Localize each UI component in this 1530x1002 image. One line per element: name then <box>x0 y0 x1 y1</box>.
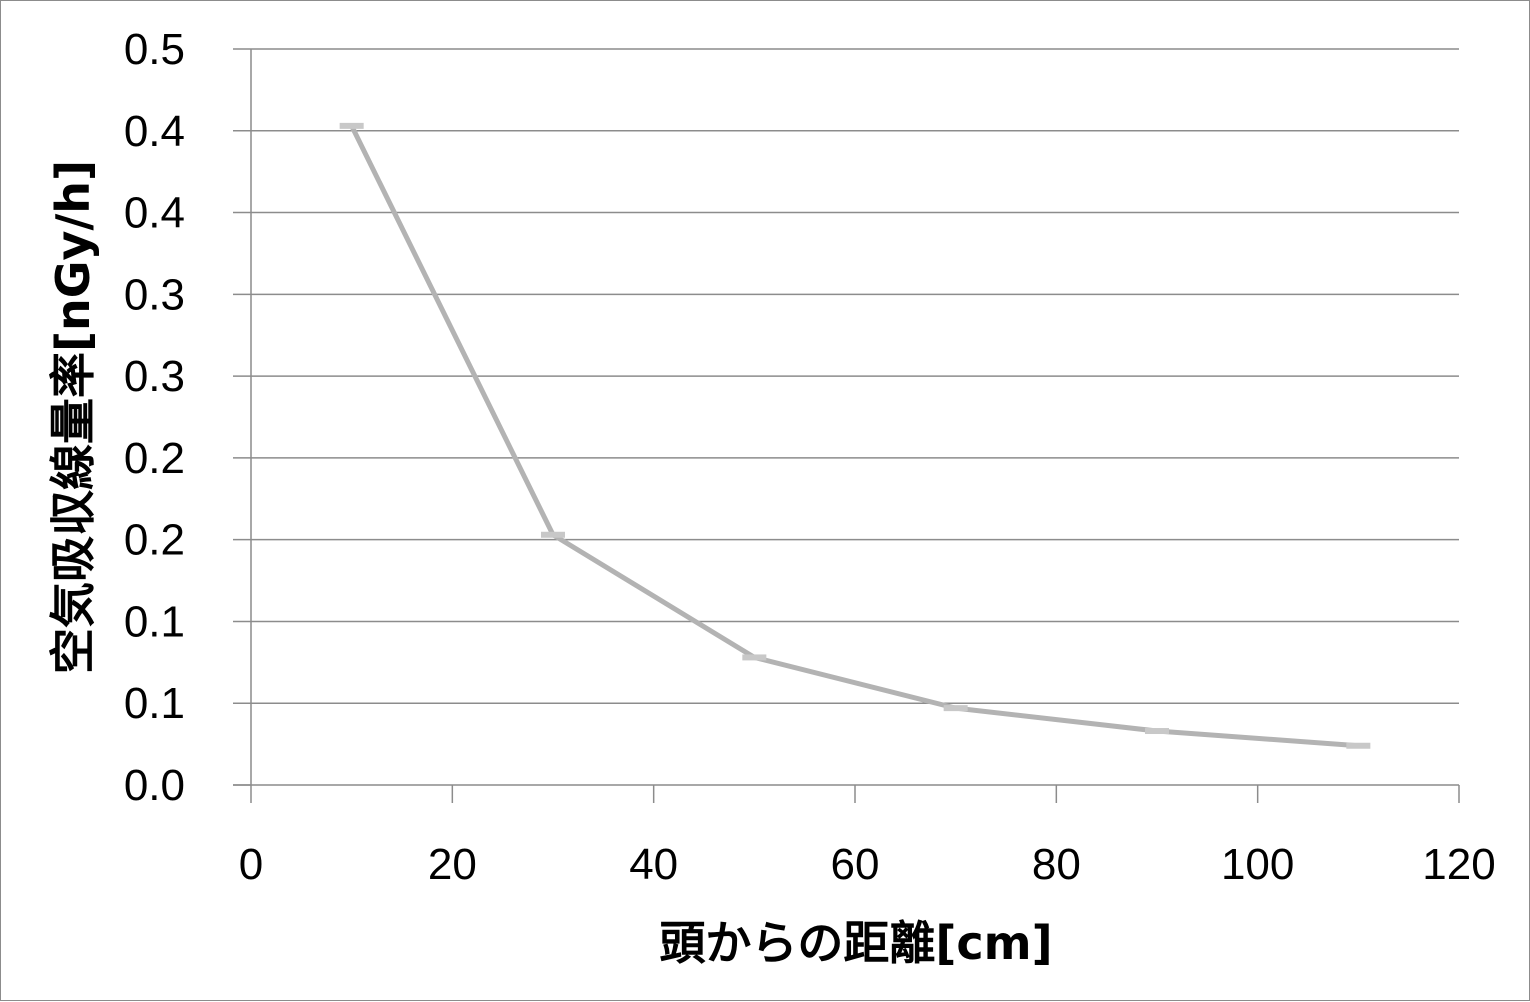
x-tick-label: 60 <box>831 840 880 889</box>
data-point-marker <box>1346 742 1371 749</box>
data-point-marker <box>943 705 968 712</box>
y-tick-label: 0.3 <box>124 352 185 401</box>
y-tick-label: 0.1 <box>124 597 185 646</box>
x-tick-label: 0 <box>239 840 263 889</box>
x-axis-title: 頭からの距離[cm] <box>659 916 1052 970</box>
y-tick-label: 0.0 <box>124 761 185 810</box>
x-tick-label: 20 <box>428 840 477 889</box>
data-point-marker <box>1145 728 1169 735</box>
y-tick-label: 0.4 <box>124 189 185 238</box>
grid-lines <box>251 48 1459 704</box>
y-tick-label: 0.4 <box>124 107 185 156</box>
series-line <box>349 123 1361 749</box>
data-point-marker <box>742 654 767 661</box>
data-point-marker <box>339 122 364 129</box>
y-tick-labels: 0.0 0.1 0.1 0.2 0.2 0.3 0.3 0.4 0.4 0.5 <box>124 25 185 810</box>
x-tick-label: 80 <box>1032 840 1081 889</box>
y-tick-label: 0.2 <box>124 434 185 483</box>
x-tick-labels: 0 20 40 60 80 100 120 <box>239 840 1496 889</box>
y-tick-label: 0.2 <box>124 516 185 565</box>
x-tick-label: 40 <box>629 840 678 889</box>
y-tick-label: 0.1 <box>124 679 185 728</box>
x-tick-label: 100 <box>1221 840 1294 889</box>
data-point-marker <box>541 531 565 538</box>
y-tick-label: 0.5 <box>124 25 185 74</box>
y-tick-label: 0.3 <box>124 270 185 319</box>
x-tick-label: 120 <box>1422 840 1495 889</box>
y-axis-title: 空気吸収線量率[nGy/h] <box>46 160 100 674</box>
series-layer <box>339 122 1371 749</box>
axes <box>233 48 1460 803</box>
